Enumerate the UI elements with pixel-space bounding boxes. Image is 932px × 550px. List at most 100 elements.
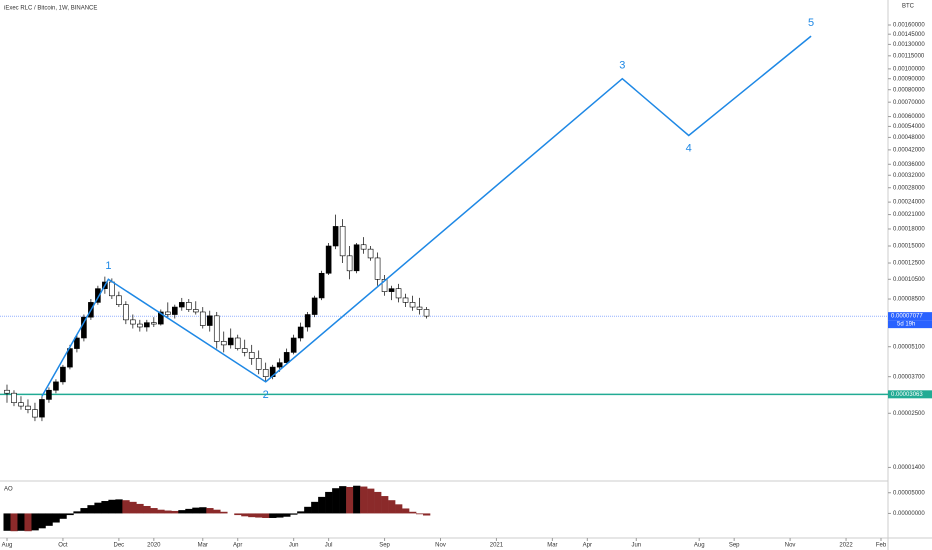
ao-bar <box>59 513 67 519</box>
ao-bar <box>38 513 46 529</box>
x-tick-label: Jun <box>631 543 641 549</box>
ao-bar <box>108 499 116 514</box>
ao-bar <box>150 508 158 514</box>
y-tick-label: 0.00160000 <box>893 23 925 29</box>
candle-body <box>255 358 262 370</box>
candle-body <box>332 226 339 247</box>
chart-title: iExec RLC / Bitcoin, 1W, BINANCE <box>4 6 97 12</box>
candle-body <box>402 297 409 303</box>
ao-bar <box>423 513 431 516</box>
candle-body <box>248 352 255 359</box>
ao-bar <box>325 491 333 514</box>
candle-body <box>283 352 290 363</box>
countdown-box <box>888 320 932 329</box>
y-tick-label: 0.00003700 <box>893 374 925 380</box>
x-tick-label: 2022 <box>839 543 853 549</box>
candle-body <box>353 244 360 272</box>
ao-tick-label: 0.00000000 <box>893 511 925 517</box>
wave-line <box>41 35 812 397</box>
ao-bar <box>311 501 319 514</box>
ao-bar <box>409 511 417 514</box>
candle-body <box>290 337 297 353</box>
candle-body <box>25 405 31 410</box>
ao-bar <box>304 506 312 514</box>
candle-body <box>18 402 24 407</box>
ao-bar <box>360 486 368 514</box>
ao-bar <box>339 486 347 514</box>
x-tick-label: 2020 <box>147 543 161 549</box>
x-tick-label: Sep <box>729 543 740 549</box>
candle-body <box>165 311 171 315</box>
ao-bar <box>17 513 25 531</box>
candle-body <box>241 348 248 353</box>
ao-bar <box>367 488 375 514</box>
candle-body <box>67 348 73 368</box>
candle-body <box>39 399 45 418</box>
y-tick-label: 0.00070000 <box>893 100 925 106</box>
x-tick-label: Aug <box>2 543 13 549</box>
y-tick-label: 0.00080000 <box>893 87 925 93</box>
candle-body <box>381 279 388 292</box>
x-tick-label: Apr <box>233 543 242 549</box>
x-tick-label: Feb <box>876 543 887 549</box>
ao-bar <box>101 501 109 514</box>
candle-body <box>395 288 402 299</box>
ao-bar <box>234 513 242 516</box>
ao-bar <box>206 508 214 514</box>
ao-bar <box>269 513 277 518</box>
ao-bar <box>297 511 305 514</box>
candle-body <box>262 369 269 377</box>
ao-bar <box>87 505 95 514</box>
price-label-box <box>888 390 932 399</box>
y-tick-label: 0.00042000 <box>893 147 925 153</box>
y-tick-label: 0.00048000 <box>893 135 925 141</box>
candle-body <box>95 288 101 303</box>
y-tick-label: 0.00015000 <box>893 244 925 250</box>
ao-bar <box>416 513 424 515</box>
x-tick-label: Nov <box>435 543 446 549</box>
candle-body <box>213 315 220 342</box>
x-tick-label: Dec <box>114 543 125 549</box>
ao-bar <box>73 511 81 514</box>
ao-bar <box>283 513 291 517</box>
ao-bar <box>199 507 207 514</box>
ao-bar <box>171 510 179 514</box>
candle-body <box>388 288 395 292</box>
ao-bar <box>290 513 298 515</box>
candle-body <box>206 315 213 326</box>
candle-body <box>360 244 367 250</box>
candle-body <box>199 311 206 326</box>
ao-bar <box>164 510 172 514</box>
candle-body <box>46 389 52 400</box>
x-tick-label: Oct <box>58 543 68 549</box>
y-tick-label: 0.00002500 <box>893 411 925 417</box>
ao-bar <box>395 504 403 514</box>
ao-bar <box>220 511 228 514</box>
candle-body <box>374 257 381 280</box>
x-tick-label: Sep <box>379 543 390 549</box>
x-tick-label: Nov <box>785 543 796 549</box>
ao-bar <box>80 508 88 514</box>
y-tick-label: 0.00021000 <box>893 212 925 218</box>
ao-bar <box>3 513 11 531</box>
ao-bar <box>374 491 382 514</box>
ao-bar <box>129 501 137 514</box>
ao-bar <box>402 508 410 514</box>
ao-tick-label: 0.00005000 <box>893 490 925 496</box>
ao-bar <box>255 513 263 518</box>
y-tick-label: 0.00001400 <box>893 465 925 471</box>
ao-bar <box>24 513 32 532</box>
currency: BTC <box>902 4 915 10</box>
y-tick-label: 0.00145000 <box>893 32 925 38</box>
ao-bar <box>122 500 130 514</box>
candle-body <box>4 389 10 394</box>
ao-bar <box>115 499 123 514</box>
y-tick-label: 0.00008500 <box>893 297 925 303</box>
y-tick-label: 0.00010500 <box>893 277 925 283</box>
ao-bar <box>94 502 102 514</box>
ao-bar <box>66 513 74 516</box>
ao-bar <box>346 486 354 514</box>
ao-bar <box>31 513 39 531</box>
y-tick-label: 0.00036000 <box>893 162 925 168</box>
